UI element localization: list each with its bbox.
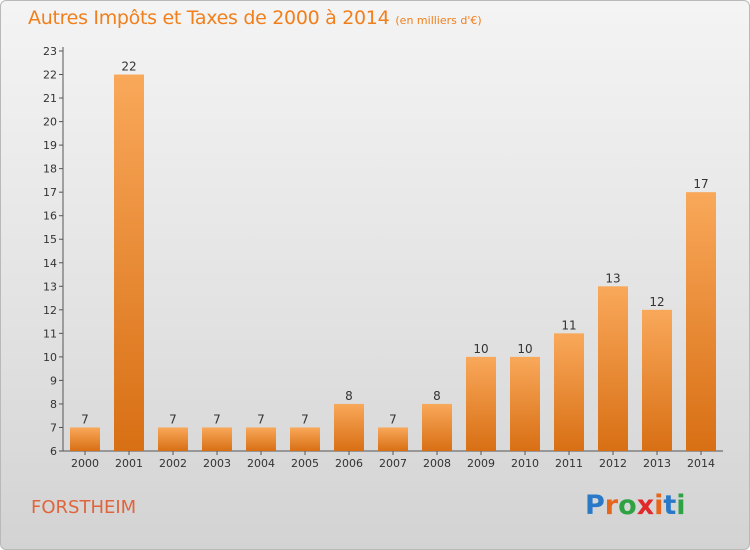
bar-value-label: 10 bbox=[473, 342, 488, 356]
bar bbox=[114, 74, 144, 451]
x-tick-label: 2014 bbox=[687, 457, 715, 470]
x-tick-label: 2000 bbox=[71, 457, 99, 470]
bar bbox=[554, 333, 584, 451]
chart-title: Autres Impôts et Taxes de 2000 à 2014 (en… bbox=[28, 7, 482, 29]
bar-value-label: 7 bbox=[213, 412, 221, 426]
bar bbox=[642, 309, 672, 451]
bar bbox=[334, 403, 364, 451]
bar bbox=[202, 427, 232, 451]
bar bbox=[422, 403, 452, 451]
y-tick-label: 7 bbox=[50, 421, 57, 434]
logo-letter: x bbox=[636, 490, 655, 521]
y-tick-label: 10 bbox=[43, 351, 57, 364]
x-tick-label: 2007 bbox=[379, 457, 407, 470]
bar bbox=[466, 356, 496, 451]
x-tick-label: 2005 bbox=[291, 457, 319, 470]
bar bbox=[70, 427, 100, 451]
y-tick-label: 9 bbox=[50, 374, 57, 387]
y-tick-label: 20 bbox=[43, 116, 57, 129]
y-tick-label: 19 bbox=[43, 139, 57, 152]
chart-labels: 7 2000 22 2001 7 2002 7 2003 7 2004 7 2005 8 2006 7 200… bbox=[71, 60, 715, 470]
bar-value-label: 10 bbox=[517, 342, 532, 356]
y-tick-label: 17 bbox=[43, 186, 57, 199]
x-tick-label: 2013 bbox=[643, 457, 671, 470]
x-tick-label: 2003 bbox=[203, 457, 231, 470]
y-tick-label: 12 bbox=[43, 304, 57, 317]
y-tick-label: 22 bbox=[43, 69, 57, 82]
bar-value-label: 8 bbox=[433, 389, 441, 403]
logo-letter: r bbox=[604, 490, 619, 521]
x-tick-label: 2009 bbox=[467, 457, 495, 470]
bar bbox=[378, 427, 408, 451]
bar-value-label: 11 bbox=[561, 318, 576, 332]
logo-letter: i bbox=[654, 490, 664, 521]
bar bbox=[246, 427, 276, 451]
chart-unit-label: (en milliers d'€) bbox=[395, 14, 482, 27]
y-tick-label: 16 bbox=[43, 210, 57, 223]
bar-value-label: 7 bbox=[301, 412, 309, 426]
commune-name: FORSTHEIM bbox=[31, 497, 137, 518]
y-tick-label: 23 bbox=[43, 45, 57, 58]
bar-value-label: 7 bbox=[169, 412, 177, 426]
x-tick-label: 2012 bbox=[599, 457, 627, 470]
bar-value-label: 8 bbox=[345, 389, 353, 403]
bar-value-label: 12 bbox=[649, 295, 664, 309]
x-tick-label: 2006 bbox=[335, 457, 363, 470]
proxiti-logo: Proxiti bbox=[585, 490, 686, 521]
x-tick-label: 2011 bbox=[555, 457, 583, 470]
bar-value-label: 22 bbox=[121, 60, 136, 74]
x-tick-label: 2010 bbox=[511, 457, 539, 470]
bar bbox=[158, 427, 188, 451]
bar bbox=[510, 356, 540, 451]
bar bbox=[598, 286, 628, 451]
logo-letter: t bbox=[663, 490, 677, 521]
y-tick-label: 8 bbox=[50, 398, 57, 411]
bar-value-label: 7 bbox=[389, 412, 397, 426]
logo-letter: i bbox=[676, 490, 686, 521]
x-tick-label: 2008 bbox=[423, 457, 451, 470]
x-tick-label: 2001 bbox=[115, 457, 143, 470]
y-tick-label: 15 bbox=[43, 233, 57, 246]
bar-value-label: 7 bbox=[81, 412, 89, 426]
y-tick-label: 13 bbox=[43, 280, 57, 293]
bar-value-label: 7 bbox=[257, 412, 265, 426]
chart-bars bbox=[70, 74, 716, 452]
logo-letter: o bbox=[618, 490, 637, 521]
bar bbox=[686, 192, 716, 452]
y-tick-label: 21 bbox=[43, 92, 57, 105]
chart-title-text: Autres Impôts et Taxes de 2000 à 2014 bbox=[28, 7, 390, 29]
bar-value-label: 17 bbox=[693, 177, 708, 191]
y-tick-label: 14 bbox=[43, 257, 57, 270]
logo-letter: P bbox=[585, 490, 605, 521]
bar bbox=[290, 427, 320, 451]
y-tick-label: 11 bbox=[43, 327, 57, 340]
x-tick-label: 2004 bbox=[247, 457, 275, 470]
bar-value-label: 13 bbox=[605, 271, 620, 285]
y-tick-label: 6 bbox=[50, 445, 57, 458]
x-tick-label: 2002 bbox=[159, 457, 187, 470]
y-tick-label: 18 bbox=[43, 163, 57, 176]
